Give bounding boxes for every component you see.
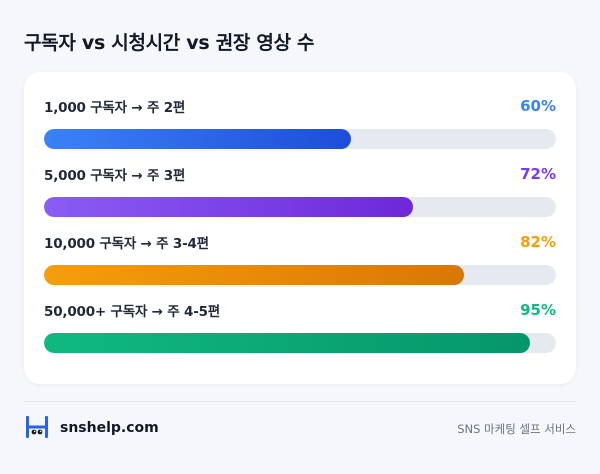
progress-row: 5,000 구독자 → 주 3편 72% xyxy=(44,164,556,217)
progress-fill xyxy=(44,333,531,353)
page-title: 구독자 vs 시청시간 vs 권장 영상 수 xyxy=(24,32,315,54)
progress-card: 1,000 구독자 → 주 2편 60% 5,000 구독자 → 주 3편 72… xyxy=(24,72,576,384)
row-percent: 82% xyxy=(520,233,556,251)
progress-fill xyxy=(44,129,352,149)
progress-row: 1,000 구독자 → 주 2편 60% xyxy=(44,96,556,149)
row-percent: 60% xyxy=(520,97,556,115)
row-label: 5,000 구독자 → 주 3편 xyxy=(44,168,186,184)
progress-row: 50,000+ 구독자 → 주 4-5편 95% xyxy=(44,300,556,353)
snshelp-logo-icon xyxy=(26,416,48,438)
progress-track xyxy=(44,333,556,353)
progress-track xyxy=(44,197,556,217)
progress-track xyxy=(44,265,556,285)
progress-fill xyxy=(44,197,413,217)
footer-brand[interactable]: snshelp.com xyxy=(60,420,159,436)
footer-divider xyxy=(24,401,576,402)
progress-track xyxy=(44,129,556,149)
row-label: 10,000 구독자 → 주 3-4편 xyxy=(44,236,209,252)
progress-row: 10,000 구독자 → 주 3-4편 82% xyxy=(44,232,556,285)
footer-tagline: SNS 마케팅 셀프 서비스 xyxy=(457,422,576,436)
progress-fill xyxy=(44,265,464,285)
row-percent: 72% xyxy=(520,165,556,183)
row-percent: 95% xyxy=(520,301,556,319)
row-label: 1,000 구독자 → 주 2편 xyxy=(44,100,186,116)
row-label: 50,000+ 구독자 → 주 4-5편 xyxy=(44,304,221,320)
